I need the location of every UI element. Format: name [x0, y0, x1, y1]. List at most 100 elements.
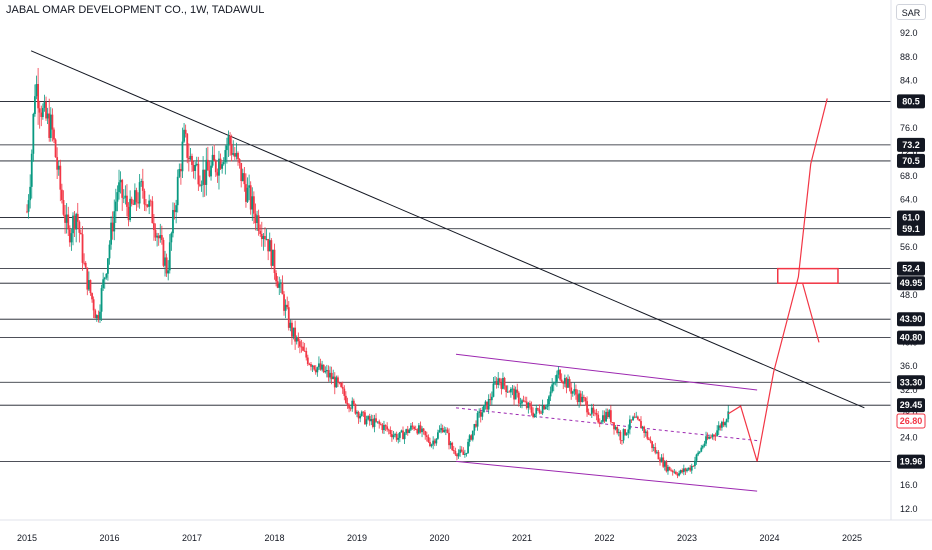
candle-body	[313, 365, 316, 370]
candle-body	[272, 249, 274, 266]
candle-body	[124, 195, 127, 198]
channel-mid-line	[455, 407, 758, 442]
candle-body	[302, 346, 304, 351]
candle-body	[267, 239, 270, 252]
x-tick-label: 2025	[842, 533, 862, 543]
candle-body	[103, 277, 106, 280]
candle-body	[424, 431, 427, 436]
candles	[26, 67, 730, 479]
channel-bottom-line	[455, 460, 758, 492]
candle-body	[99, 311, 101, 319]
candle-body	[346, 402, 349, 405]
candle-body	[376, 421, 379, 423]
candle-body	[524, 401, 527, 403]
candle-body	[338, 382, 341, 384]
candle-body	[344, 395, 347, 403]
candle-body	[162, 239, 165, 266]
candle-body	[646, 431, 649, 439]
candle-body	[310, 364, 312, 367]
candle-body	[230, 143, 233, 155]
candle-body	[78, 221, 81, 233]
candle-body	[32, 113, 35, 154]
candle-body	[659, 459, 661, 463]
candle-body	[463, 453, 466, 455]
candle-body	[621, 440, 623, 442]
candle-body	[297, 337, 300, 342]
candle-body	[392, 435, 395, 438]
candle-body	[149, 200, 152, 202]
candle-body	[157, 235, 160, 239]
candle-body	[167, 270, 170, 274]
candle-body	[367, 416, 370, 420]
candle-body	[487, 398, 490, 410]
long-term-downtrend-line	[30, 50, 865, 409]
candle-body	[513, 388, 515, 400]
candle-body	[264, 235, 266, 240]
candle-body	[145, 204, 147, 206]
candle-body	[719, 425, 722, 428]
candle-body	[630, 419, 633, 421]
candle-body	[129, 198, 132, 221]
candle-body	[168, 242, 171, 271]
candle-body	[273, 249, 276, 274]
candle-body	[289, 322, 292, 328]
candle-body	[521, 400, 523, 404]
candle-body	[441, 428, 444, 433]
candle-body	[417, 425, 420, 434]
candle-body	[654, 447, 657, 453]
candle-body	[627, 429, 630, 434]
candle-body	[475, 424, 477, 427]
candle-body	[403, 433, 406, 440]
candle-body	[684, 468, 687, 472]
candle-body	[449, 442, 452, 446]
candle-body	[95, 315, 98, 319]
candle-body	[49, 114, 52, 138]
y-tick-label: 92.0	[900, 28, 918, 38]
candle-body	[384, 425, 387, 427]
y-tick-label: 72.0	[900, 147, 918, 157]
candle-body	[252, 196, 255, 214]
candle-body	[56, 157, 59, 170]
candle-body	[137, 202, 139, 204]
candle-body	[43, 101, 46, 108]
candle-body	[259, 230, 262, 234]
candle-body	[349, 408, 352, 410]
candle-body	[143, 190, 146, 205]
candle-body	[375, 418, 377, 422]
candle-body	[632, 416, 634, 421]
candle-body	[529, 403, 531, 407]
candle-body	[371, 419, 374, 427]
candle-body	[110, 222, 112, 245]
candle-body	[46, 113, 49, 119]
candle-body	[694, 460, 696, 467]
level-label: 80.5	[902, 96, 920, 106]
candle-body	[430, 444, 433, 447]
candle-body	[232, 153, 235, 155]
candle-body	[576, 394, 579, 403]
level-label-bg	[897, 94, 925, 109]
candle-body	[492, 383, 495, 397]
candle-body	[700, 447, 703, 452]
candle-body	[127, 206, 130, 221]
y-tick-label: 12.0	[900, 504, 918, 514]
candle-body	[500, 382, 503, 389]
candle-body	[527, 403, 530, 408]
candle-body	[240, 162, 243, 182]
candle-body	[554, 381, 557, 384]
currency-badge[interactable]: SAR	[896, 4, 926, 20]
candle-body	[34, 96, 36, 114]
candle-body	[644, 431, 647, 433]
candle-body	[394, 434, 396, 436]
candle-body	[30, 153, 33, 187]
candle-body	[333, 376, 336, 388]
level-label: 43.90	[900, 314, 923, 324]
candle-body	[233, 153, 236, 157]
y-tick-label: 32.0	[900, 385, 918, 395]
candle-body	[505, 385, 508, 392]
candle-body	[578, 393, 581, 403]
candle-body	[557, 369, 560, 375]
candle-body	[141, 181, 144, 191]
candle-body	[594, 412, 596, 414]
candle-body	[87, 280, 90, 290]
